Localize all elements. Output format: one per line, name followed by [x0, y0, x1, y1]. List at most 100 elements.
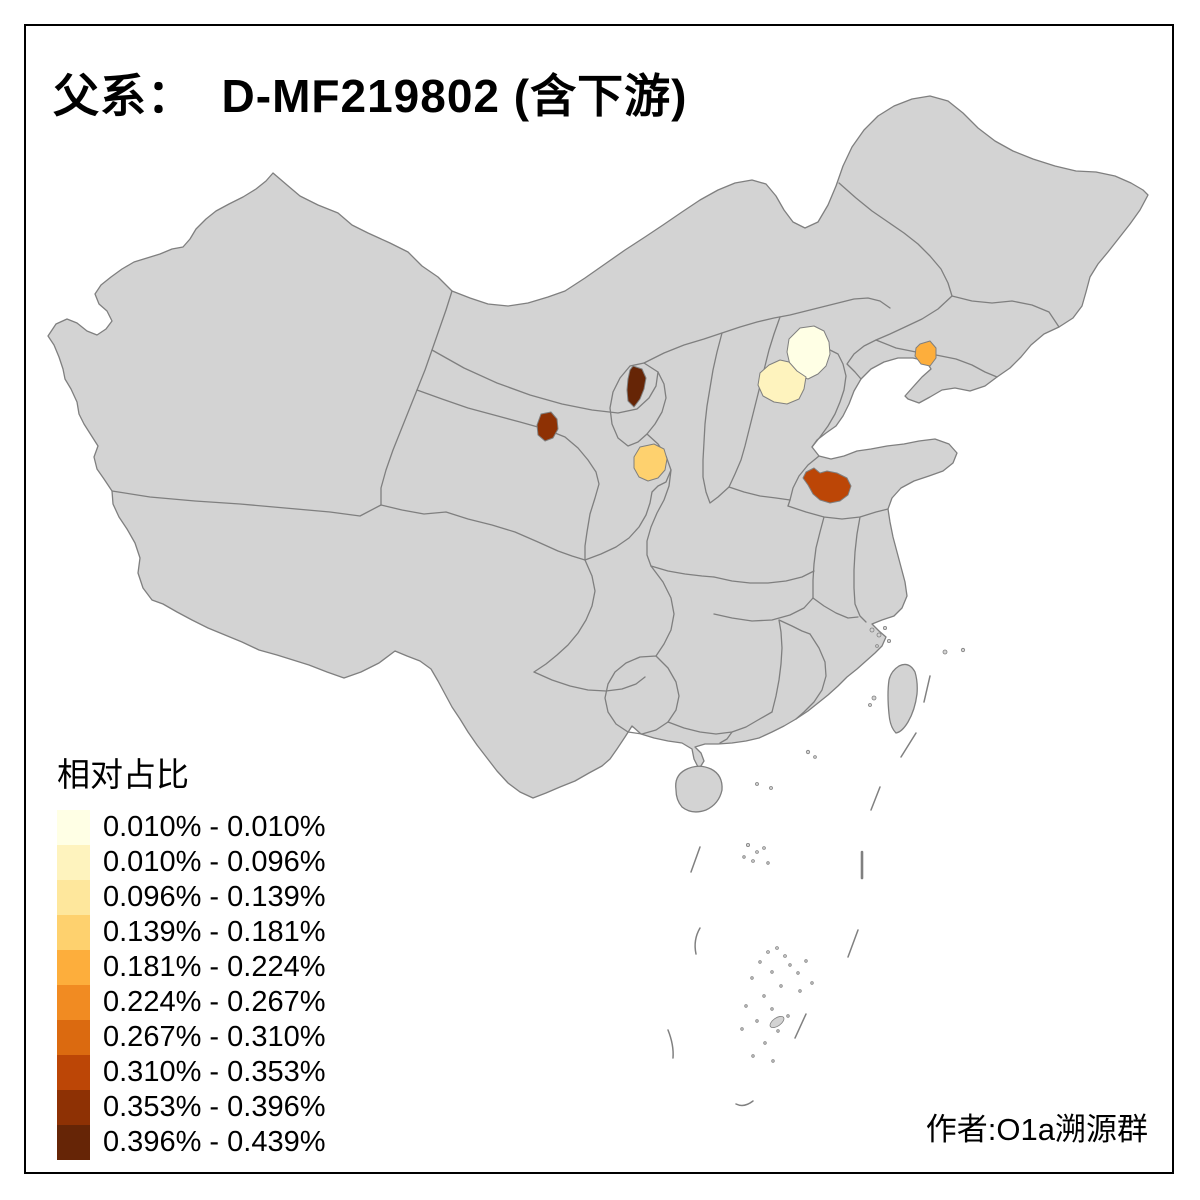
legend-label: 0.267% - 0.310% — [103, 1021, 326, 1053]
legend: 相对占比 0.010% - 0.010% 0.010% - 0.096% 0.0… — [57, 748, 325, 1160]
island-dot — [810, 981, 814, 985]
legend-label: 0.396% - 0.439% — [103, 1126, 326, 1158]
legend-rows: 0.010% - 0.010% 0.010% - 0.096% 0.096% -… — [57, 810, 325, 1160]
island-dot — [755, 1019, 759, 1023]
legend-swatch — [57, 950, 90, 985]
province-border — [875, 339, 998, 378]
island-dot — [796, 971, 800, 975]
legend-swatch — [57, 1125, 90, 1160]
island-dot — [776, 1029, 780, 1033]
island-dot — [871, 695, 877, 701]
province-border — [431, 349, 659, 414]
province-border — [650, 565, 715, 578]
island-dot — [883, 626, 888, 631]
legend-swatch — [57, 985, 90, 1020]
taiwan-island — [887, 663, 918, 734]
province-border — [713, 597, 814, 622]
choropleth-region-5 — [802, 467, 852, 504]
legend-swatch — [57, 880, 90, 915]
island-dot — [779, 984, 783, 988]
legend-swatch — [57, 810, 90, 845]
province-border — [853, 516, 867, 623]
island-dot — [744, 1004, 748, 1008]
island-dot — [763, 1041, 767, 1045]
province-border — [728, 316, 781, 488]
province-border — [787, 505, 889, 520]
island-dot — [755, 850, 759, 854]
province-border — [812, 516, 825, 599]
province-border — [533, 671, 646, 692]
legend-label: 0.353% - 0.396% — [103, 1091, 326, 1123]
province-border — [380, 290, 453, 506]
legend-label: 0.181% - 0.224% — [103, 951, 326, 983]
island-dot — [758, 960, 762, 964]
province-border — [795, 633, 827, 720]
island-dot — [769, 786, 773, 790]
province-border — [650, 565, 675, 657]
province-border — [533, 559, 596, 673]
nine-dash-segment — [923, 675, 931, 703]
province-border — [778, 619, 811, 635]
island-dot — [942, 649, 948, 655]
china-mainland — [47, 95, 1149, 799]
legend-swatch — [57, 1090, 90, 1125]
province-border — [812, 597, 859, 619]
legend-swatch — [57, 1055, 90, 1090]
legend-row: 0.353% - 0.396% — [57, 1090, 325, 1125]
province-border — [380, 504, 586, 561]
province-border — [771, 619, 783, 713]
island-dot — [755, 782, 759, 786]
choropleth-region-4 — [633, 443, 668, 482]
island-dot — [876, 632, 882, 638]
legend-row: 0.010% - 0.010% — [57, 810, 325, 845]
island-dot — [798, 989, 802, 993]
island-dot — [762, 994, 766, 998]
island-dot — [766, 950, 770, 954]
legend-row: 0.310% - 0.353% — [57, 1055, 325, 1090]
province-border — [728, 486, 791, 501]
nine-dash-segment — [667, 1029, 674, 1059]
province-border — [667, 711, 773, 735]
island-dot — [766, 861, 770, 865]
legend-row: 0.224% - 0.267% — [57, 985, 325, 1020]
island-dot — [751, 859, 755, 863]
island-dot — [805, 749, 811, 755]
page-title: 父系： D-MF219802 (含下游) — [53, 70, 688, 122]
legend-label: 0.139% - 0.181% — [103, 916, 326, 948]
province-border — [584, 469, 672, 561]
highlighted-regions — [536, 325, 937, 504]
nine-dash-segment — [794, 1013, 807, 1039]
nine-dash-segment — [847, 929, 859, 958]
island-dot — [746, 843, 751, 848]
legend-swatch — [57, 1020, 90, 1055]
island-dot — [742, 855, 746, 859]
legend-label: 0.310% - 0.353% — [103, 1056, 326, 1088]
nine-dash-line — [667, 675, 931, 1107]
province-border — [643, 297, 891, 364]
small-islands — [740, 626, 966, 1063]
choropleth-region-3 — [914, 340, 937, 367]
province-border — [416, 389, 600, 561]
island-dot — [869, 627, 875, 633]
legend-label: 0.096% - 0.139% — [103, 881, 326, 913]
hainan-island — [675, 765, 723, 813]
legend-title: 相对占比 — [57, 756, 189, 793]
province-border — [609, 362, 667, 447]
nine-dash-segment — [735, 1100, 754, 1107]
island-dot — [813, 755, 817, 759]
island-dot — [868, 703, 872, 707]
island-dot — [751, 1054, 755, 1058]
legend-row: 0.010% - 0.096% — [57, 845, 325, 880]
province-border — [111, 490, 382, 517]
island-dot — [771, 1059, 775, 1063]
province-border — [811, 347, 847, 448]
legend-label: 0.010% - 0.010% — [103, 811, 326, 843]
legend-row: 0.396% - 0.439% — [57, 1125, 325, 1160]
legend-row: 0.181% - 0.224% — [57, 950, 325, 985]
island-dot — [783, 954, 787, 958]
legend-swatch — [57, 915, 90, 950]
island-dot — [875, 644, 879, 648]
choropleth-region-7 — [626, 365, 647, 408]
legend-label: 0.010% - 0.096% — [103, 846, 326, 878]
province-border — [604, 655, 680, 735]
